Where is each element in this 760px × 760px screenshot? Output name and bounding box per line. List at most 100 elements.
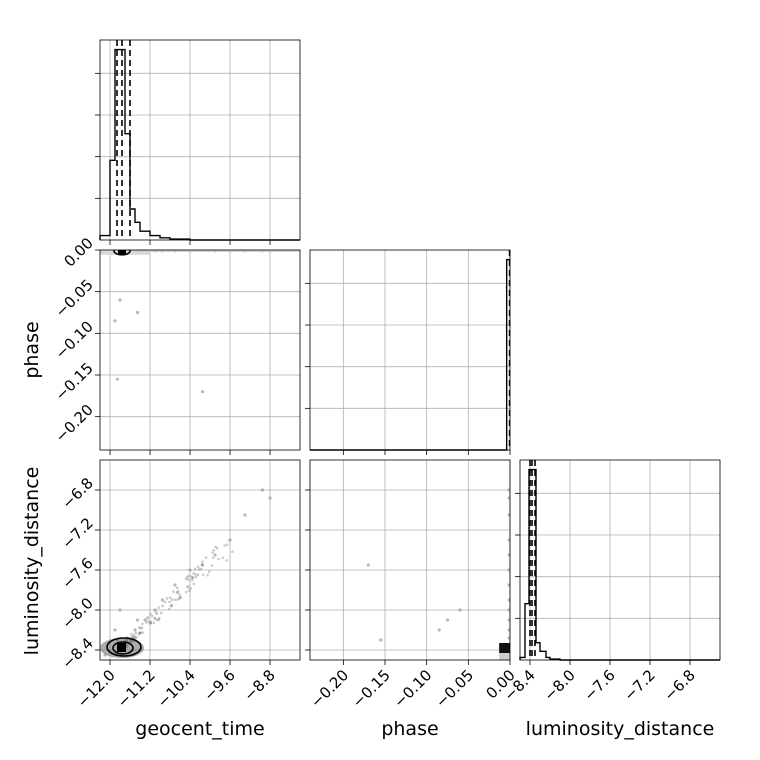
sample-point [228,538,231,541]
density-sample [178,597,181,600]
density-sample [214,546,217,549]
sample-point [133,628,136,631]
x-tick-label: −8.8 [240,666,278,704]
panel-phase-histogram [305,250,510,455]
density-peak [117,643,126,652]
density-sample [225,559,228,562]
density-sample [168,608,171,611]
y-tick-label: −6.8 [58,474,96,512]
x-tick-label: −0.20 [307,666,352,711]
y-tick-label: −0.15 [52,359,97,404]
panel-content [100,488,272,658]
panel-geocent-time-histogram [95,40,300,245]
density-sample [197,566,200,569]
density-sample [177,591,180,594]
y-tick-label: 0.00 [60,234,96,270]
x-tick-label: −10.4 [154,666,199,711]
density-sample [160,612,163,615]
density-sample [166,597,169,600]
x-tick-label: −0.05 [432,666,477,711]
density-sample [223,544,226,547]
density-sample [188,589,191,592]
sample-point [379,638,382,641]
y-axis-title-phase: phase [21,321,43,378]
y-tick-label: −7.2 [58,514,96,552]
density-sample [222,557,225,560]
histogram-steps [310,260,510,450]
x-tick-label: −9.6 [200,666,238,704]
sample-point [188,568,191,571]
density-sample [174,598,177,601]
x-tick-label: −11.2 [114,666,159,711]
y-axis-title-luminosity-distance: luminosity_distance [21,467,43,656]
density-sample [206,574,209,577]
sample-point [136,311,139,314]
density-sample [141,623,144,626]
sample-point [116,378,119,381]
panel-content [367,488,511,661]
sample-point [438,628,441,631]
density-sample [186,576,189,579]
x-tick-label: −0.15 [349,666,394,711]
density-sample [187,585,190,588]
x-axis-title-geocent-time: geocent_time [135,718,264,740]
sample-point [243,513,246,516]
density-sample [134,636,137,639]
density-peak [118,247,126,255]
density-sample [158,606,161,609]
density-sample [134,632,137,635]
y-tick-label: −8.4 [58,634,96,672]
density-sample [212,549,215,552]
density-sample [212,557,215,560]
density-sample [193,583,196,586]
sample-point [173,583,176,586]
x-axis-title-luminosity-distance: luminosity_distance [526,718,715,740]
sample-point [213,553,216,556]
density-sample [153,622,156,625]
density-sample [189,587,192,590]
sample-point [136,618,139,621]
sample-point [113,628,116,631]
y-tick-label: −0.10 [52,317,97,362]
density-sample [139,627,142,630]
x-tick-label: −7.2 [620,666,658,704]
density-sample [208,571,211,574]
sample-point [261,488,264,491]
y-tick-label: −0.20 [52,401,97,446]
density-sample [170,605,173,608]
sample-point [118,298,121,301]
density-sample [197,573,200,576]
density-sample [153,617,156,620]
sample-point [113,319,116,322]
density-sample [155,611,158,614]
density-sample [169,596,172,599]
panel-phase-vs-luminosity-distance: −0.20−0.15−0.10−0.05 0.00 [305,460,519,711]
sample-point [458,608,461,611]
density-sample [185,591,188,594]
density-sample [205,556,208,559]
density-sample [151,615,154,618]
sample-point [367,563,370,566]
x-tick-label: −6.8 [660,666,698,704]
sample-point [201,390,204,393]
y-tick-label: −0.05 [52,276,97,321]
density-sample [217,558,220,561]
y-tick-label: −8.0 [58,594,96,632]
panel-geocent-time-vs-phase: −0.20−0.15−0.10−0.05 0.00 [52,234,300,455]
density-sample [171,598,174,601]
panel-geocent-time-vs-luminosity-distance: −12.0−11.2−10.4 −9.6 −8.8−8.4−8.0−7.6−7.2−… [58,460,300,711]
sample-point [118,608,121,611]
density-peak [499,643,511,653]
y-tick-label: −7.6 [58,554,96,592]
sample-point [161,598,164,601]
density-sample [172,590,175,593]
density-sample [198,568,201,571]
density-sample [149,622,152,625]
density-sample [187,578,190,581]
density-sample [130,633,133,636]
density-sample [161,605,164,608]
density-sample [157,619,160,622]
density-sample [202,573,205,576]
density-sample [194,573,197,576]
density-sample [201,563,204,566]
